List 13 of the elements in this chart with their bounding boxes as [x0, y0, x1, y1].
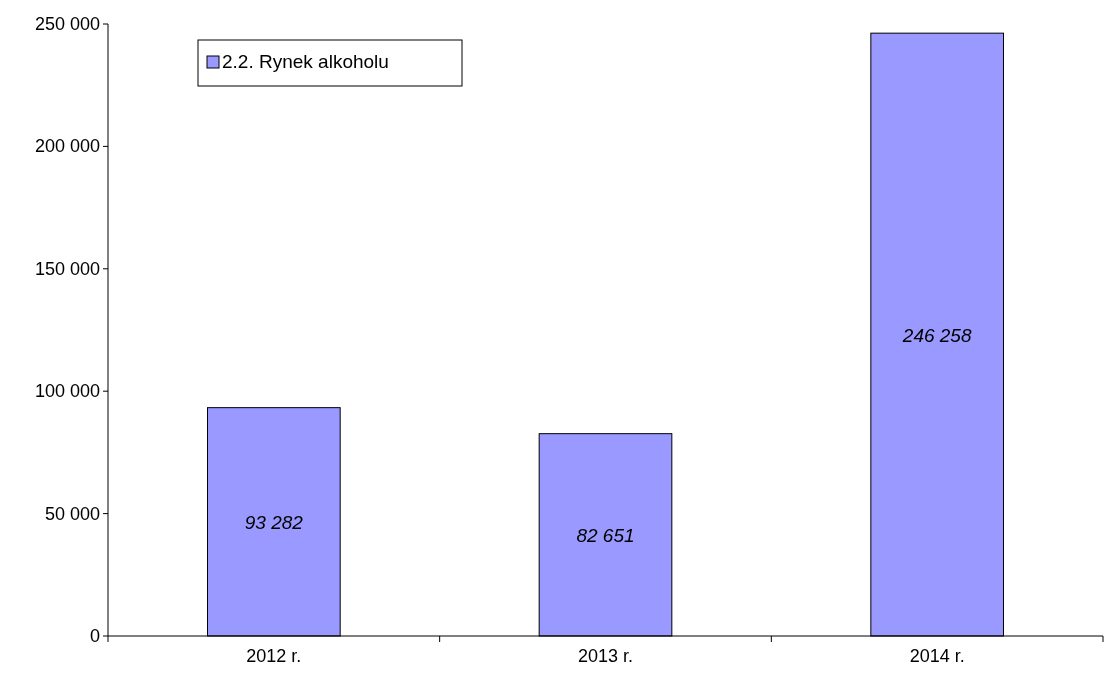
legend-label: 2.2. Rynek alkoholu — [222, 51, 389, 72]
x-tick-label: 2013 r. — [577, 646, 634, 666]
y-tick-label: 100 000 — [34, 381, 100, 402]
y-tick-label: 150 000 — [34, 258, 100, 279]
y-tick-label: 250 000 — [34, 14, 100, 34]
text: 246 258 — [902, 324, 972, 346]
x-tick-label: 2014 r. — [909, 646, 965, 666]
text: 93 282 — [244, 511, 303, 533]
y-tick-label: 50 000 — [44, 503, 100, 524]
x-tick-label: 2012 r. — [246, 646, 302, 666]
y-tick-label: 0 — [89, 626, 100, 646]
text: 82 651 — [576, 524, 635, 546]
y-tick-label: 200 000 — [34, 136, 100, 157]
